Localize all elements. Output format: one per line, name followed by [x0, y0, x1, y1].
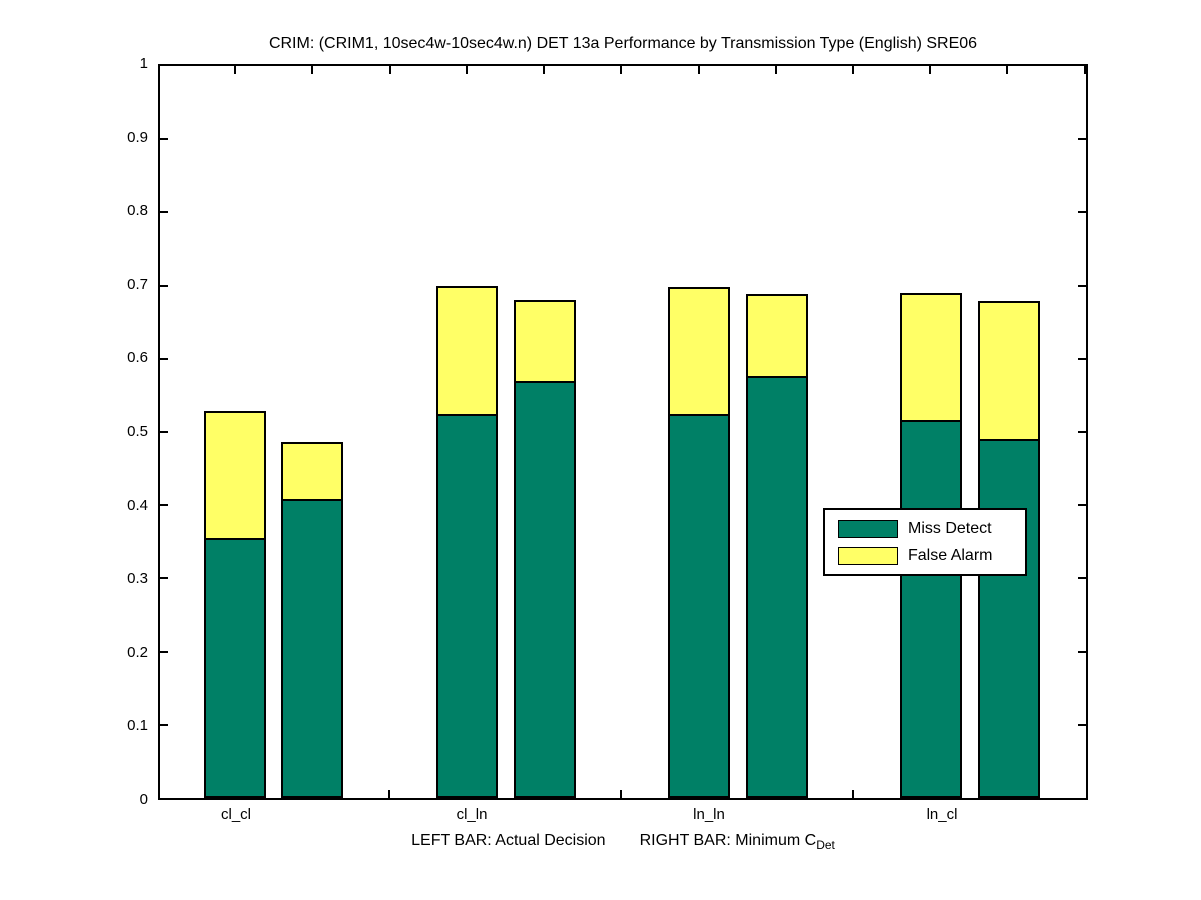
x-tick-bottom	[388, 790, 390, 798]
y-tick-left	[160, 358, 168, 360]
bar-segment-false-alarm-ln_ln-minimum_cdet	[746, 294, 808, 376]
bar-segment-false-alarm-cl_ln-minimum_cdet	[514, 300, 576, 381]
bar-segment-false-alarm-cl_cl-actual_decision	[204, 411, 266, 538]
legend-label-false-alarm: False Alarm	[908, 546, 993, 564]
xlabel-left-text: LEFT BAR: Actual Decision	[411, 832, 606, 849]
bar-segment-false-alarm-ln_cl-actual_decision	[900, 293, 962, 420]
y-tick-right	[1078, 285, 1086, 287]
x-tick-top	[852, 66, 854, 74]
x-tick-top	[234, 66, 236, 74]
y-tick-label-0.5: 0.5	[127, 423, 148, 440]
x-tick-top	[1006, 66, 1008, 74]
y-tick-left	[160, 504, 168, 506]
y-tick-label-0: 0	[139, 791, 148, 808]
bar-segment-false-alarm-ln_ln-actual_decision	[668, 287, 730, 414]
bar-segment-false-alarm-cl_ln-actual_decision	[436, 286, 498, 414]
bar-segment-miss-detect-cl_cl-minimum_cdet	[281, 499, 343, 798]
y-tick-left	[160, 211, 168, 213]
x-tick-top	[389, 66, 391, 74]
chart-title: CRIM: (CRIM1, 10sec4w-10sec4w.n) DET 13a…	[268, 35, 978, 52]
x-tick-top	[1084, 66, 1086, 74]
category-label-ln_cl: ln_cl	[926, 806, 958, 823]
bar-segment-miss-detect-ln_ln-actual_decision	[668, 414, 730, 798]
y-tick-label-1: 1	[139, 55, 148, 72]
bar-segment-miss-detect-cl_ln-actual_decision	[436, 414, 498, 798]
bar-segment-false-alarm-cl_cl-minimum_cdet	[281, 442, 343, 499]
x-tick-top	[466, 66, 468, 74]
y-tick-right	[1078, 358, 1086, 360]
y-tick-right	[1078, 577, 1086, 579]
y-tick-label-0.3: 0.3	[127, 570, 148, 587]
x-tick-bottom	[620, 790, 622, 798]
y-tick-left	[160, 577, 168, 579]
legend-row-false-alarm: False Alarm	[838, 546, 1025, 565]
x-tick-bottom	[852, 790, 854, 798]
y-tick-left	[160, 651, 168, 653]
y-tick-label-0.2: 0.2	[127, 644, 148, 661]
y-tick-right	[1078, 651, 1086, 653]
y-tick-left	[160, 431, 168, 433]
y-tick-left	[160, 138, 168, 140]
y-tick-label-0.6: 0.6	[127, 349, 148, 366]
y-tick-label-0.8: 0.8	[127, 202, 148, 219]
y-tick-label-0.9: 0.9	[127, 129, 148, 146]
x-tick-top	[929, 66, 931, 74]
y-tick-right	[1078, 211, 1086, 213]
legend-label-miss-detect: Miss Detect	[908, 519, 992, 537]
category-label-ln_ln: ln_ln	[693, 806, 725, 823]
xlabel-subscript: Det	[816, 838, 835, 853]
y-tick-right	[1078, 431, 1086, 433]
xlabel-right-text: RIGHT BAR: Minimum C	[639, 832, 817, 849]
miss-detect-swatch-icon	[838, 519, 898, 538]
bar-segment-miss-detect-cl_ln-minimum_cdet	[514, 381, 576, 798]
legend-row-miss-detect: Miss Detect	[838, 519, 1025, 538]
y-tick-right	[1078, 504, 1086, 506]
x-tick-top	[311, 66, 313, 74]
x-tick-top	[543, 66, 545, 74]
false-alarm-swatch-icon	[838, 546, 898, 565]
category-label-cl_cl: cl_cl	[220, 806, 251, 823]
bar-segment-miss-detect-ln_cl-minimum_cdet	[978, 439, 1040, 798]
y-tick-left	[160, 285, 168, 287]
x-axis-caption: LEFT BAR: Actual Decision RIGHT BAR: Mini…	[158, 832, 1088, 852]
y-tick-label-0.1: 0.1	[127, 717, 148, 734]
bar-segment-miss-detect-cl_cl-actual_decision	[204, 538, 266, 798]
y-tick-right	[1078, 724, 1086, 726]
legend: Miss Detect False Alarm	[823, 508, 1027, 576]
x-tick-top	[775, 66, 777, 74]
y-tick-label-0.7: 0.7	[127, 276, 148, 293]
y-tick-left	[160, 724, 168, 726]
plot-area: Miss Detect False Alarm	[158, 64, 1088, 800]
category-label-cl_ln: cl_ln	[456, 806, 488, 823]
bar-segment-miss-detect-ln_ln-minimum_cdet	[746, 376, 808, 798]
y-tick-right	[1078, 138, 1086, 140]
y-tick-label-0.4: 0.4	[127, 497, 148, 514]
x-tick-top	[620, 66, 622, 74]
x-tick-top	[698, 66, 700, 74]
bar-segment-miss-detect-ln_cl-actual_decision	[900, 420, 962, 798]
bar-segment-false-alarm-ln_cl-minimum_cdet	[978, 301, 1040, 439]
